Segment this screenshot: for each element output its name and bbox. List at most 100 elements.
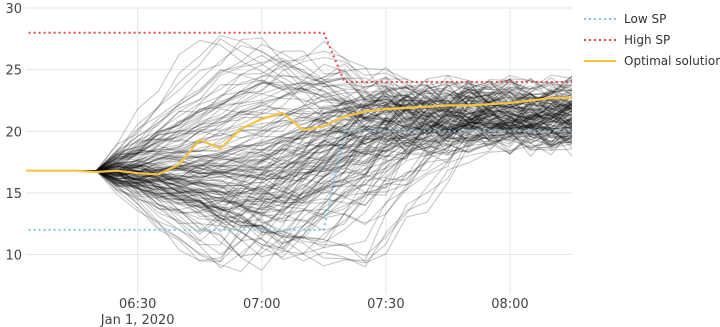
ensemble-trajectory (26, 97, 572, 176)
ensemble-trajectory (26, 63, 572, 172)
x-tick-label: 07:30 (367, 297, 404, 312)
ensemble-trajectory (26, 108, 572, 258)
ensemble-trajectory (26, 54, 572, 172)
ensemble-trajectory (26, 107, 572, 262)
ensemble-trajectory (26, 90, 572, 242)
ensemble-trajectory (26, 86, 572, 172)
ensemble-trajectory (26, 96, 572, 175)
plot-background (26, 8, 572, 294)
ensemble-trajectory (26, 109, 572, 177)
ensemble-trajectory (26, 110, 572, 172)
ensemble-trajectory (26, 76, 572, 172)
ensemble-trajectory (26, 99, 572, 172)
grid (26, 7, 572, 294)
ensemble-trajectory (26, 67, 572, 172)
ensemble-trajectory (26, 87, 572, 191)
ensemble-trajectory (26, 79, 572, 172)
ensemble-trajectory (26, 108, 572, 183)
ensemble-trajectory (26, 37, 572, 172)
ensemble-trajectory (26, 109, 572, 216)
ensemble-trajectory (26, 110, 572, 202)
ensemble-trajectory (26, 131, 572, 172)
ensemble-trajectory (26, 94, 572, 258)
ensemble-trajectory (26, 45, 572, 172)
ensemble-trajectory (26, 75, 572, 179)
y-tick-label: 30 (5, 2, 22, 17)
ensemble-trajectory (26, 87, 572, 205)
ensemble-trajectory (26, 123, 572, 179)
ensemble-trajectory (26, 116, 572, 202)
y-tick-label: 15 (5, 187, 22, 202)
ensemble-trajectory (26, 108, 572, 204)
ensemble-trajectory (26, 78, 572, 232)
ensemble-trajectory (26, 105, 572, 172)
ensemble-trajectory (26, 69, 572, 172)
ensemble-trajectory (26, 94, 572, 174)
x-tick-label: 06:30 (119, 297, 156, 312)
ensemble-trajectory (26, 116, 572, 257)
ensemble-trajectory (26, 112, 572, 267)
ensemble-trajectory (26, 34, 572, 172)
ensemble-trajectory (26, 125, 572, 214)
ensemble-trajectory (26, 107, 572, 172)
ensemble-trajectory (26, 81, 572, 172)
ensemble-trajectory (26, 91, 572, 172)
ensemble-trajectory (26, 59, 572, 172)
ensemble-trajectory (26, 105, 572, 224)
ensemble-trajectory (26, 90, 572, 246)
ensemble-trajectory (26, 85, 572, 225)
ensemble-trajectory (26, 129, 572, 190)
ensemble-trajectory (26, 122, 572, 176)
y-tick-label: 25 (5, 64, 22, 79)
y-tick-label: 20 (5, 125, 22, 140)
series-lines (26, 31, 572, 231)
ensemble-trajectory (26, 56, 572, 172)
ensemble-trajectory (26, 107, 572, 180)
ensemble-trajectory (26, 94, 572, 255)
y-axis: 10 15 20 25 30 (5, 2, 22, 264)
ensemble-trajectory (26, 74, 572, 259)
ensemble-trajectory (26, 121, 572, 177)
ensemble-trajectory (26, 78, 572, 172)
ensemble-trajectory (26, 101, 572, 172)
ensemble-trajectory (26, 83, 572, 172)
ensemble-trajectory (26, 87, 572, 240)
ensemble-trajectory (26, 39, 572, 172)
ensemble-trajectory (26, 80, 572, 176)
ensemble-trajectory (26, 124, 572, 181)
ensemble-trajectory (26, 117, 572, 235)
ensemble-trajectory (26, 87, 572, 172)
ensemble-trajectory (26, 107, 572, 182)
ensemble-trajectory (26, 103, 572, 263)
ensemble-trajectory (26, 80, 572, 178)
ensemble-trajectory (26, 57, 572, 172)
ensemble-trajectory (26, 129, 572, 264)
legend: Low SP High SP Optimal solution (584, 12, 720, 68)
ensemble-trajectory (26, 107, 572, 213)
ensemble-trajectory (26, 132, 572, 216)
ensemble-trajectory (26, 95, 572, 224)
y-tick-label: 10 (5, 249, 22, 264)
ensemble-trajectory (26, 38, 572, 172)
ensemble-trajectory (26, 84, 572, 172)
ensemble-trajectory (26, 116, 572, 243)
x-tick-label: 07:00 (243, 297, 280, 312)
ensemble-trajectory (26, 81, 572, 172)
ensemble-trajectory (26, 119, 572, 193)
ensemble-trajectory (26, 79, 572, 172)
series-line (26, 130, 572, 231)
ensemble-trajectory (26, 107, 572, 262)
x-axis: 06:30 07:00 07:30 08:00 Jan 1, 2020 (100, 297, 529, 327)
ensemble-trajectory (26, 73, 572, 172)
ensemble-trajectory (26, 121, 572, 200)
ensemble-trajectory (26, 114, 572, 233)
legend-label: Low SP (624, 12, 666, 26)
legend-label: High SP (624, 33, 670, 47)
series-line (26, 31, 572, 83)
ensemble-trajectory (26, 63, 572, 172)
ensemble-trajectory (26, 96, 572, 247)
ensemble-trajectory (26, 100, 572, 257)
ensemble-trajectory (26, 130, 572, 268)
ensemble-trajectory (26, 40, 572, 172)
